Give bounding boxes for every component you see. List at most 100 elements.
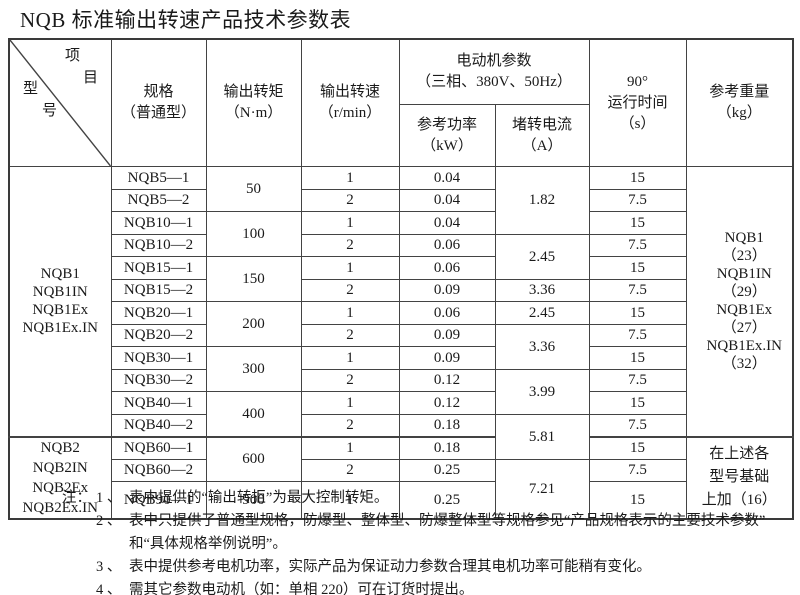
speed-cell: 2 (300, 188, 400, 212)
table-body: NQB1 NQB1IN NQB1Ex NQB1Ex.IN NQB5—1 50 1 0.0… (8, 166, 794, 519)
power-cell: 0.18 (398, 413, 496, 437)
table-row: NQB1 NQB1IN NQB1Ex NQB1Ex.IN NQB5—1 50 1 0.0… (8, 166, 794, 437)
power-cell: 0.09 (398, 346, 496, 370)
time-cell: 15 (588, 166, 687, 190)
table-row: NQB10—1 100 1 0.04 15 (9, 211, 793, 257)
current-cell: 2.45 (494, 301, 590, 325)
time-cell: 7.5 (588, 233, 687, 257)
note-text: 表中提供的“输出转拒”为最大控制转矩。 (129, 490, 389, 506)
table-row: NQB15—1 150 1 0.06 15 (9, 256, 793, 302)
torque-cell: 900 (205, 481, 302, 519)
power-cell: 0.12 (398, 368, 496, 392)
current-cell: 2.45 (494, 233, 590, 280)
note-text: 需其它参数电动机（如：单相 220）可在订货时提出。 (129, 582, 474, 595)
model-group-cell: NQB1 NQB1IN NQB1Ex NQB1Ex.IN (8, 166, 112, 437)
time-cell: 15 (588, 301, 687, 325)
note-item: 4 、 需其它参数电动机（如：单相 220）可在订货时提出。 (96, 579, 788, 595)
note-number: 1 、 (96, 490, 122, 506)
time-cell: 7.5 (588, 458, 687, 482)
header-speed: 输出转速 （r/min） (300, 38, 400, 167)
power-cell: 0.18 (398, 435, 496, 460)
diagonal-header-cell: 项 目 型 号 (8, 38, 112, 167)
power-cell: 0.25 (398, 458, 496, 482)
torque-cell: 50 (205, 166, 302, 212)
spec-cell: NQB15—1 (110, 256, 207, 280)
time-cell: 15 (588, 435, 687, 460)
spec-cell: NQB10—2 (110, 233, 207, 257)
model-group-cell: NQB2 NQB2IN NQB2Ex NQB2Ex.IN (8, 435, 112, 519)
notes-label: 注： (62, 490, 91, 506)
speed-cell: 2 (300, 323, 400, 347)
note-item: 1 、 表中提供的“输出转拒”为最大控制转矩。 (96, 487, 788, 510)
table-row: NQB40—2 2 0.18 5.81 7.5 (9, 413, 793, 460)
speed-cell: 1 (300, 166, 400, 190)
power-cell: 0.09 (398, 323, 496, 347)
time-cell: 7.5 (588, 278, 687, 302)
table-row: NQB60—2 2 0.25 7.21 7.5 (9, 458, 793, 519)
power-cell: 0.12 (398, 391, 496, 415)
weight-cell: NQB1 （23） NQB1IN （29） NQB1Ex （27） NQB1Ex… (685, 166, 794, 437)
speed-cell: 2 (300, 278, 400, 302)
current-cell: 7.21 (494, 458, 590, 519)
spec-cell: NQB5—1 (110, 166, 207, 190)
speed-cell: 1 (300, 435, 400, 460)
header-torque: 输出转矩 （N·m） (205, 38, 302, 167)
current-cell: 3.36 (494, 323, 590, 370)
current-cell: 3.36 (494, 278, 590, 302)
note-number: 2 、 (96, 513, 122, 529)
current-cell: 1.82 (494, 166, 590, 235)
notes-section: 注： 1 、 表中提供的“输出转拒”为最大控制转矩。 2 、 表中只提供了普通型… (62, 487, 788, 595)
speed-cell: 1 (300, 301, 400, 325)
weight-cell: 在上述各 型号基础 上加（16） (685, 435, 794, 519)
page-title: NQB 标准输出转速产品技术参数表 (20, 8, 352, 32)
speed-cell: 1 (300, 346, 400, 370)
diagonal-item-label: 目 (83, 70, 99, 86)
time-cell: 15 (588, 481, 687, 519)
note-text: 表中提供参考电机功率，实际产品为保证动力参数合理其电机功率可能稍有变化。 (129, 559, 651, 575)
table-row: NQB40—1 400 1 0.12 15 (9, 391, 793, 437)
spec-cell: NQB5—2 (110, 188, 207, 212)
speed-cell: 2 (300, 413, 400, 437)
time-cell: 15 (588, 346, 687, 370)
spec-cell: NQB90—1 (110, 481, 207, 519)
torque-cell: 400 (205, 391, 302, 437)
time-cell: 15 (588, 211, 687, 235)
time-cell: 7.5 (588, 323, 687, 347)
note-number: 4 、 (96, 582, 122, 595)
params-table: 项 目 型 号 规格 （普通型） 输出转矩 （N·m） 输出转速 （r/min）… (8, 38, 795, 520)
time-cell: 7.5 (588, 368, 687, 392)
header-power: 参考功率 （kW） (398, 104, 496, 167)
table-row: NQB20—1 200 1 0.06 2.45 15 (9, 301, 793, 347)
speed-cell: 1 (300, 211, 400, 235)
table-row: NQB2 NQB2IN NQB2Ex NQB2Ex.IN NQB60—1 600 1 0… (8, 435, 794, 519)
torque-cell: 600 (205, 435, 302, 482)
header-row-1: 项 目 型 号 规格 （普通型） 输出转矩 （N·m） 输出转速 （r/min）… (8, 38, 794, 167)
diagonal-divider-line (10, 40, 111, 166)
table-row: NQB15—2 2 0.09 3.36 7.5 (9, 278, 793, 302)
notes-items: 1 、 表中提供的“输出转拒”为最大控制转矩。 2 、 表中只提供了普通型规格，… (96, 487, 788, 595)
time-cell: 15 (588, 256, 687, 280)
diagonal-model-label: 型 (23, 81, 39, 97)
torque-cell: 150 (205, 256, 302, 302)
spec-cell: NQB30—1 (110, 346, 207, 370)
header-row-2: 参考功率 （kW） 堵转电流 （A） (9, 104, 793, 167)
torque-cell: 100 (205, 211, 302, 257)
spec-cell: NQB10—1 (110, 211, 207, 235)
speed-cell: 1 (300, 481, 400, 519)
speed-cell: 2 (300, 458, 400, 482)
spec-cell: NQB30—2 (110, 368, 207, 392)
spec-cell: NQB20—2 (110, 323, 207, 347)
table-row: NQB30—1 300 1 0.09 15 (9, 346, 793, 392)
spec-cell: NQB40—1 (110, 391, 207, 415)
speed-cell: 2 (300, 368, 400, 392)
note-item: 2 、 表中只提供了普通型规格，防爆型、整体型、防爆整体型等规格参见“产品规格表… (96, 510, 788, 556)
power-cell: 0.25 (398, 481, 496, 519)
time-cell: 7.5 (588, 188, 687, 212)
table-row: NQB5—2 2 0.04 7.5 (9, 188, 793, 212)
table-row: NQB30—2 2 0.12 3.99 7.5 (9, 368, 793, 415)
note-number: 3 、 (96, 559, 122, 575)
power-cell: 0.06 (398, 233, 496, 257)
table-row: NQB90—1 900 1 0.25 15 (9, 481, 793, 519)
header-spec: 规格 （普通型） (110, 38, 207, 167)
torque-cell: 300 (205, 346, 302, 392)
